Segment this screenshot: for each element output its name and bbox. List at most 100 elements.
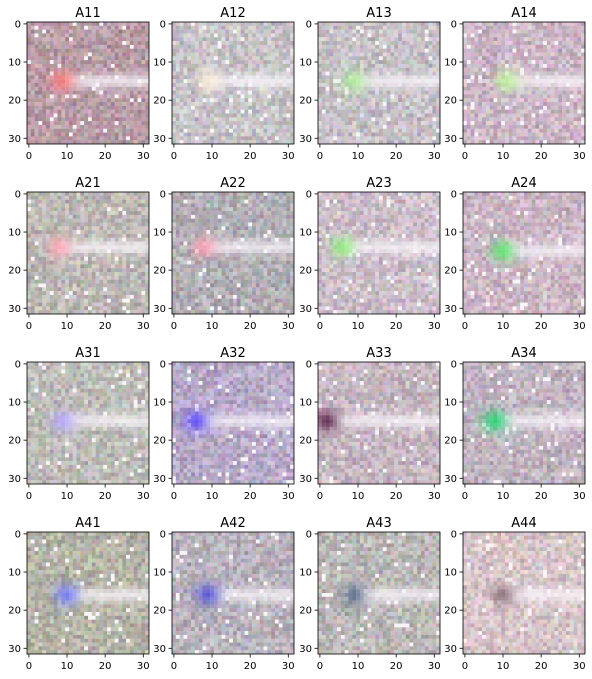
pixel bbox=[359, 109, 364, 114]
pixel bbox=[543, 44, 548, 49]
pixel bbox=[401, 86, 406, 91]
pixel bbox=[325, 25, 330, 30]
pixel bbox=[129, 124, 134, 129]
pixel bbox=[493, 33, 498, 38]
pixel bbox=[198, 121, 203, 126]
pixel bbox=[99, 128, 104, 133]
pixel bbox=[191, 102, 196, 107]
pixel bbox=[581, 63, 586, 68]
pixel bbox=[337, 79, 342, 84]
pixel bbox=[107, 117, 112, 122]
pixel bbox=[558, 41, 563, 46]
pixel bbox=[84, 275, 89, 280]
pixel bbox=[405, 94, 410, 99]
pixel bbox=[516, 102, 521, 107]
pixel bbox=[61, 86, 66, 91]
pixel bbox=[206, 33, 211, 38]
pixel bbox=[49, 25, 54, 30]
pixel bbox=[91, 75, 96, 80]
pixel bbox=[38, 226, 43, 231]
pixel bbox=[352, 124, 357, 129]
pixel bbox=[569, 86, 574, 91]
pixel bbox=[352, 83, 357, 87]
pixel bbox=[99, 22, 104, 26]
pixel bbox=[126, 117, 131, 122]
pixel bbox=[217, 67, 222, 72]
pixel bbox=[363, 75, 368, 80]
pixel bbox=[213, 22, 218, 26]
pixel bbox=[390, 75, 395, 80]
pixel bbox=[30, 52, 35, 57]
pixel bbox=[550, 52, 555, 57]
pixel bbox=[577, 132, 582, 137]
pixel bbox=[569, 63, 574, 68]
pixel bbox=[27, 195, 31, 200]
pixel bbox=[27, 268, 31, 273]
pixel bbox=[236, 22, 241, 26]
pixel bbox=[485, 67, 490, 72]
pixel bbox=[248, 41, 253, 46]
pixel bbox=[53, 256, 58, 261]
pixel bbox=[172, 52, 176, 57]
pixel bbox=[501, 121, 506, 126]
pixel bbox=[356, 86, 361, 91]
pixel bbox=[65, 25, 70, 30]
pixel bbox=[76, 94, 81, 99]
pixel bbox=[371, 52, 376, 57]
pixel bbox=[382, 83, 387, 87]
pixel bbox=[356, 117, 361, 122]
pixel bbox=[114, 79, 119, 84]
pixel bbox=[565, 117, 570, 122]
pixel bbox=[95, 29, 100, 34]
pixel bbox=[179, 124, 184, 129]
pixel bbox=[329, 79, 334, 84]
pixel bbox=[183, 41, 188, 46]
pixel bbox=[68, 113, 73, 118]
pixel bbox=[520, 90, 525, 95]
pixel bbox=[478, 124, 483, 129]
image-pixels bbox=[463, 22, 586, 145]
pixel bbox=[497, 86, 502, 91]
pixel bbox=[49, 287, 54, 292]
pixel bbox=[133, 214, 138, 219]
pixel bbox=[65, 264, 70, 269]
pixel bbox=[145, 33, 150, 38]
pixel bbox=[478, 94, 483, 99]
pixel bbox=[27, 275, 31, 280]
pixel bbox=[274, 128, 279, 133]
pixel bbox=[206, 37, 211, 42]
pixel bbox=[49, 207, 54, 212]
pixel bbox=[470, 44, 475, 49]
pixel bbox=[114, 233, 119, 238]
pixel bbox=[141, 67, 146, 72]
pixel bbox=[213, 44, 218, 49]
pixel bbox=[535, 71, 540, 76]
pixel bbox=[286, 117, 291, 122]
pixel bbox=[535, 25, 540, 30]
pixel bbox=[233, 136, 237, 141]
pixel bbox=[290, 94, 295, 99]
pixel bbox=[99, 211, 104, 216]
pixel bbox=[489, 98, 494, 103]
pixel bbox=[145, 98, 150, 103]
pixel bbox=[99, 279, 104, 284]
pixel bbox=[252, 94, 257, 99]
pixel bbox=[520, 75, 525, 80]
pixel bbox=[569, 136, 574, 141]
pixel bbox=[191, 60, 196, 65]
pixel bbox=[558, 94, 563, 99]
pixel bbox=[53, 67, 58, 72]
pixel bbox=[573, 37, 578, 42]
pixel bbox=[286, 63, 291, 68]
pixel bbox=[290, 60, 295, 65]
pixel bbox=[524, 63, 528, 68]
pixel bbox=[118, 203, 123, 208]
pixel bbox=[417, 102, 422, 107]
pixel bbox=[379, 102, 383, 107]
pixel bbox=[183, 102, 188, 107]
pixel bbox=[34, 102, 39, 107]
pixel bbox=[133, 136, 138, 141]
pixel bbox=[420, 75, 425, 80]
pixel bbox=[84, 199, 89, 204]
pixel bbox=[274, 33, 279, 38]
